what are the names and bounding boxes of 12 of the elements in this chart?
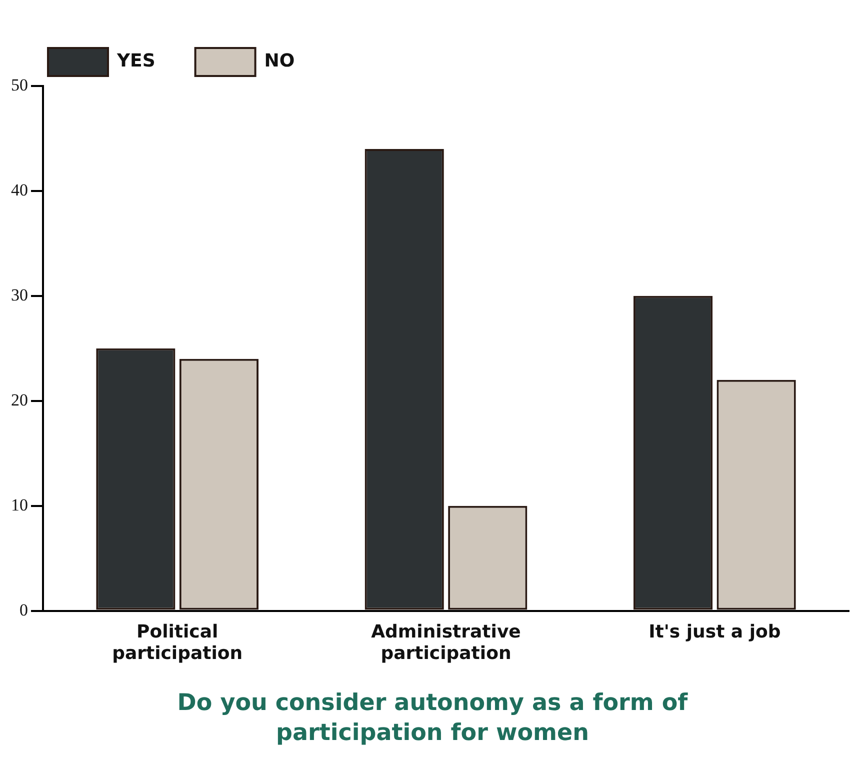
x-tick-label: Administrative participation <box>371 621 521 664</box>
y-tick-label: 0 <box>20 600 28 620</box>
x-tick-label: It's just a job <box>648 621 781 642</box>
legend-label: NO <box>264 50 295 72</box>
legend-label: YES <box>116 50 156 72</box>
x-tick-label: Political participation <box>112 621 243 664</box>
y-tick-label: 50 <box>11 75 28 94</box>
y-tick-label: 20 <box>11 390 28 410</box>
y-tick-label: 10 <box>11 495 28 514</box>
y-tick-label: 40 <box>11 180 28 200</box>
text: Do you consider autonomy as a form of participation for women <box>176 689 689 748</box>
y-tick-label: 30 <box>11 285 28 304</box>
